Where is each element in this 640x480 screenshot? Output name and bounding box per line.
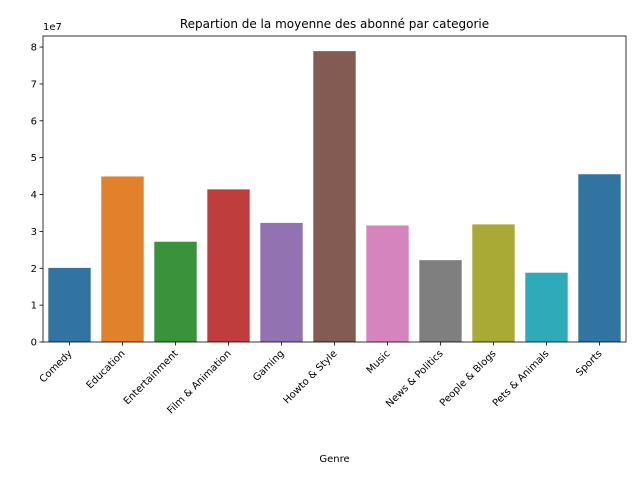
y-tick-label: 7 <box>31 79 37 90</box>
x-tick-label: Sports <box>574 348 604 378</box>
y-tick-label: 6 <box>31 116 37 127</box>
bar-comedy <box>48 267 91 342</box>
bar-entertainment <box>154 241 197 342</box>
x-tick-label: Entertainment <box>122 348 181 407</box>
bar-howto-style <box>313 51 356 342</box>
y-axis-scale-label: 1e7 <box>43 22 62 33</box>
x-tick-label: Gaming <box>251 348 286 383</box>
y-tick-label: 5 <box>31 153 37 164</box>
y-axis: 0 1 2 3 4 5 6 7 8 <box>31 43 43 349</box>
bar-sports <box>578 174 621 342</box>
y-tick-label: 4 <box>31 190 37 201</box>
chart-title: Repartion de la moyenne des abonné par c… <box>180 17 489 31</box>
x-tick-label: Education <box>85 348 128 391</box>
bar-music <box>366 225 409 342</box>
bars-group <box>48 51 621 342</box>
y-tick-label: 0 <box>31 338 37 349</box>
bar-people-blogs <box>472 224 515 342</box>
bar-news-politics <box>419 260 462 342</box>
bar-gaming <box>260 222 303 342</box>
bar-education <box>101 176 144 342</box>
x-tick-label: Pets & Animals <box>491 348 552 409</box>
bar-film-animation <box>207 189 250 342</box>
bar-pets-animals <box>525 272 568 342</box>
x-tick-label: People & Blogs <box>438 348 499 409</box>
y-tick-label: 3 <box>31 227 37 238</box>
y-tick-label: 2 <box>31 264 37 275</box>
plot-frame <box>42 35 627 343</box>
x-axis-label: Genre <box>319 454 349 465</box>
x-tick-label: Music <box>365 348 393 376</box>
x-tick-label: Comedy <box>38 348 75 385</box>
y-tick-label: 8 <box>31 43 37 54</box>
x-tick-label: News & Politics <box>384 348 445 409</box>
y-tick-label: 1 <box>31 301 37 312</box>
x-tick-label: Howto & Style <box>282 348 340 406</box>
